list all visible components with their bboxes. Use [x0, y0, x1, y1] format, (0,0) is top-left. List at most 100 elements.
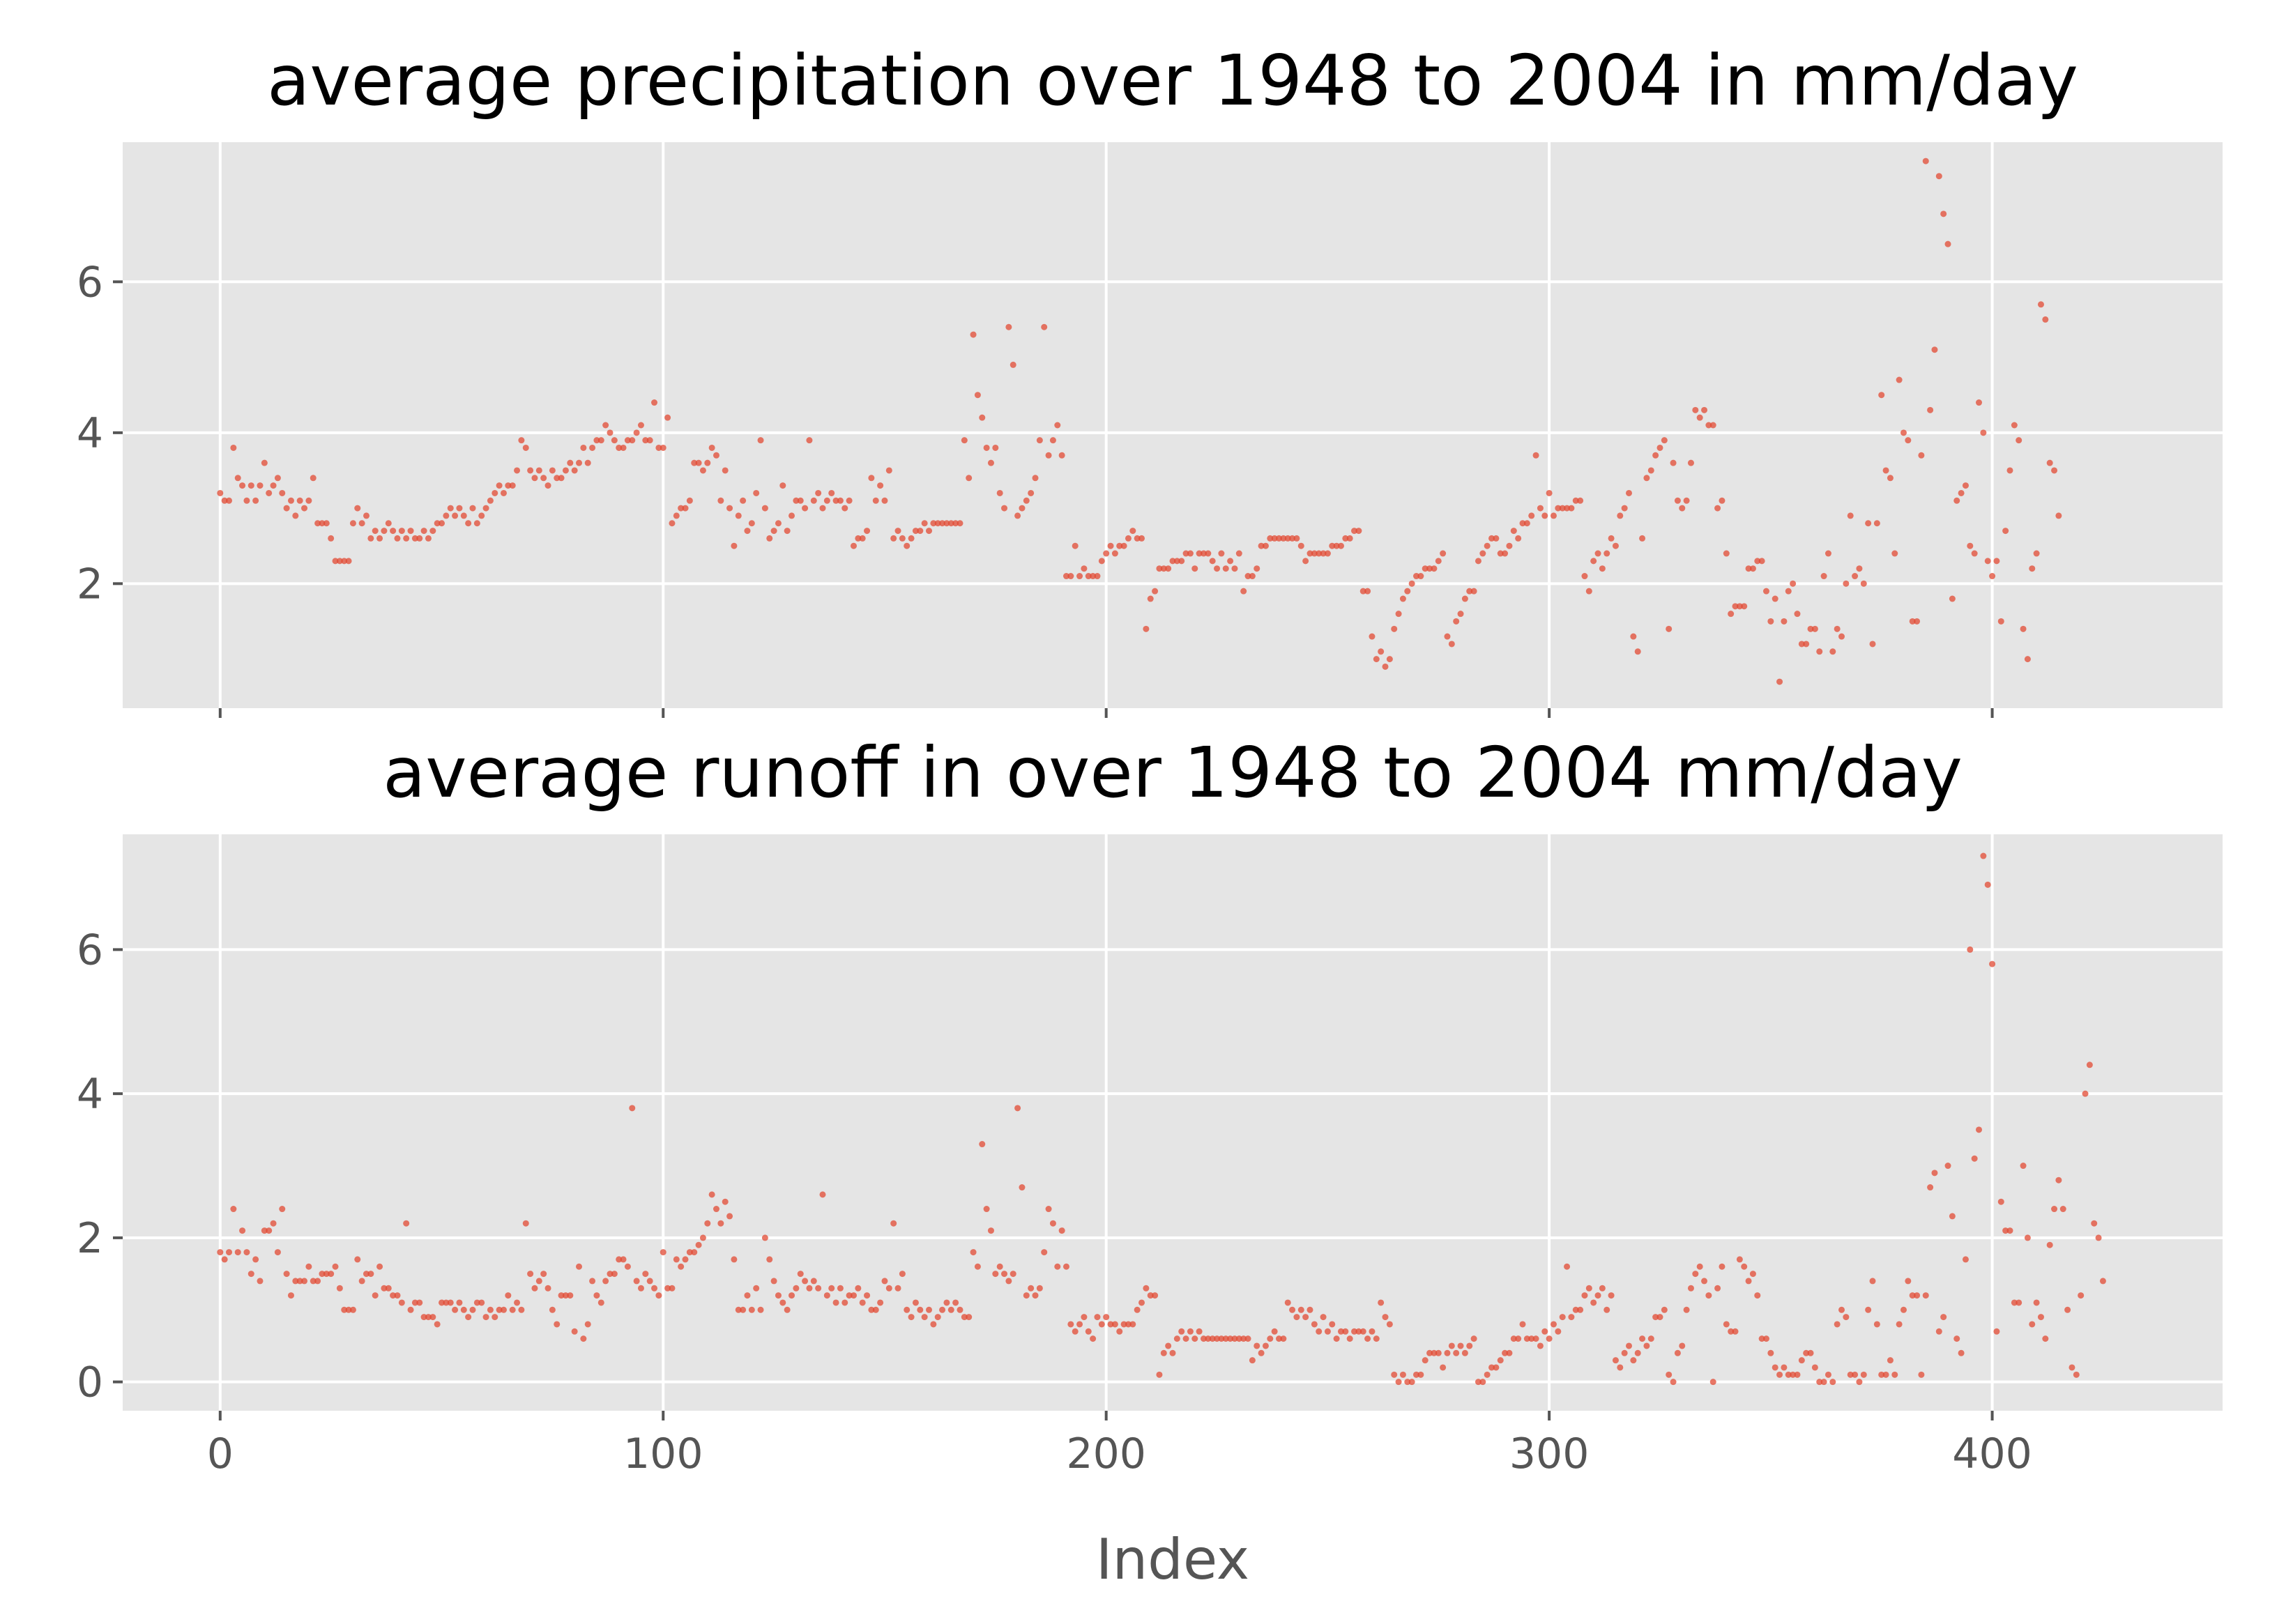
runoff-point: [1178, 1328, 1185, 1335]
runoff-point: [2033, 1299, 2040, 1306]
runoff-point: [1244, 1335, 1251, 1342]
precipitation-point: [1679, 505, 1686, 512]
precipitation-point: [890, 535, 897, 542]
runoff-point: [753, 1285, 760, 1292]
precipitation-point: [1355, 528, 1362, 535]
runoff-point: [403, 1220, 410, 1227]
precipitation-point: [1843, 580, 1850, 587]
runoff-point: [1041, 1249, 1048, 1256]
runoff-point: [1399, 1371, 1406, 1378]
precipitation-point: [1191, 565, 1198, 572]
runoff-point: [864, 1292, 871, 1299]
runoff-point: [221, 1256, 228, 1263]
precipitation-point: [673, 512, 680, 519]
precipitation-point: [708, 444, 715, 451]
precipitation-point: [1709, 422, 1716, 429]
precipitation-point: [810, 497, 817, 504]
precipitation-point: [1218, 550, 1225, 557]
precipitation-point: [456, 505, 463, 512]
precipitation-point: [1404, 588, 1411, 595]
runoff-point: [1918, 1371, 1925, 1378]
runoff-point: [1834, 1321, 1841, 1328]
precipitation-point: [1222, 565, 1229, 572]
precipitation-point: [859, 535, 866, 542]
runoff-point: [1182, 1335, 1189, 1342]
runoff-point: [544, 1285, 551, 1292]
precipitation-point: [917, 528, 924, 535]
x-tick-label: 100: [623, 1430, 703, 1478]
precipitation-point: [1289, 535, 1296, 542]
precipitation-point: [1426, 565, 1433, 572]
precipitation-point: [1152, 588, 1159, 595]
precipitation-point: [1555, 505, 1562, 512]
runoff-point: [522, 1220, 529, 1227]
runoff-point: [1337, 1328, 1344, 1335]
runoff-point: [1479, 1379, 1486, 1386]
precipitation-point: [1196, 550, 1203, 557]
precipitation-point: [855, 535, 862, 542]
precipitation-point: [748, 520, 755, 527]
precipitation-point: [979, 414, 986, 421]
precipitation-point: [1723, 550, 1730, 557]
runoff-point: [540, 1271, 547, 1278]
precipitation-point: [243, 497, 250, 504]
precipitation-point: [1790, 580, 1797, 587]
precipitation-point: [1324, 550, 1331, 557]
precipitation-point: [420, 528, 427, 535]
precipitation-point: [1869, 641, 1876, 648]
runoff-point: [1426, 1349, 1433, 1356]
runoff-point: [669, 1285, 676, 1292]
runoff-point: [367, 1271, 374, 1278]
runoff-point: [1120, 1321, 1127, 1328]
runoff-point: [1843, 1314, 1850, 1321]
runoff-point: [1621, 1349, 1628, 1356]
runoff-point: [1293, 1314, 1300, 1321]
precipitation-point: [358, 520, 365, 527]
runoff-point: [319, 1271, 326, 1278]
precipitation-point: [2037, 301, 2044, 308]
runoff-point: [1754, 1292, 1761, 1299]
runoff-point: [1311, 1321, 1318, 1328]
runoff-point: [2020, 1163, 2027, 1170]
precipitation-point: [1666, 625, 1673, 632]
precipitation-point: [367, 535, 374, 542]
precipitation-point: [1887, 475, 1894, 482]
precipitation-point: [527, 467, 534, 474]
runoff-point: [2091, 1220, 2098, 1227]
precipitation-point: [1342, 535, 1349, 542]
runoff-point: [1581, 1292, 1588, 1299]
precipitation-point: [1129, 528, 1136, 535]
runoff-point: [593, 1292, 600, 1299]
precipitation-point: [1461, 595, 1468, 602]
precipitation-point: [2042, 316, 2049, 323]
runoff-point: [1719, 1263, 1726, 1270]
precipitation-point: [257, 482, 264, 489]
runoff-point: [496, 1306, 503, 1313]
runoff-point: [310, 1278, 317, 1285]
precipitation-point: [505, 482, 512, 489]
runoff-point: [452, 1306, 459, 1313]
precipitation-point: [1971, 550, 1978, 557]
runoff-point: [1519, 1321, 1526, 1328]
precipitation-point: [819, 505, 826, 512]
runoff-point: [1762, 1335, 1769, 1342]
precipitation-point: [540, 475, 547, 482]
runoff-point: [1679, 1342, 1686, 1349]
precipitation-point: [877, 482, 884, 489]
precipitation-point: [904, 542, 911, 549]
precipitation-point: [1758, 558, 1765, 565]
runoff-point: [1661, 1306, 1668, 1313]
runoff-point: [1772, 1364, 1778, 1371]
runoff-point: [1010, 1271, 1016, 1278]
runoff-point: [691, 1249, 698, 1256]
precipitation-point: [1798, 641, 1805, 648]
precipitation-point: [1564, 505, 1571, 512]
precipitation-point: [1931, 346, 1938, 353]
runoff-point: [917, 1306, 924, 1313]
runoff-point: [1993, 1328, 2000, 1335]
precipitation-point: [1594, 550, 1601, 557]
runoff-points: [217, 852, 2106, 1386]
precipitation-point: [589, 444, 596, 451]
runoff-point: [1767, 1349, 1774, 1356]
precipitation-point: [1267, 535, 1274, 542]
